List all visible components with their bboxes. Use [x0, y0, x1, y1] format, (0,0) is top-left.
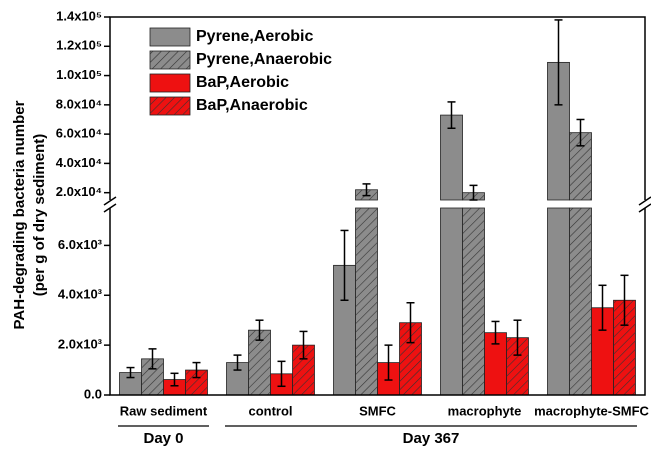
- y-tick-label: 4.0x10³: [58, 287, 103, 302]
- x-tick-label: SMFC: [359, 403, 396, 418]
- y-label: PAH-degrading bacteria number: [11, 100, 28, 329]
- break-mark: [638, 203, 651, 213]
- y-tick-label: 1.4x10⁵: [56, 8, 102, 23]
- legend-label: BaP,Aerobic: [196, 74, 289, 91]
- bar-hatch: [355, 208, 378, 395]
- y-tick-label: 2.0x10³: [58, 337, 103, 352]
- y-tick-label: 8.0x10⁴: [56, 96, 102, 111]
- y-tick-label: 2.0x10⁴: [56, 184, 102, 199]
- group-label: Day 0: [143, 430, 183, 447]
- legend-label: Pyrene,Anaerobic: [196, 51, 332, 68]
- legend-swatch: [149, 27, 191, 47]
- bar: [440, 207, 463, 396]
- legend-hatch: [150, 51, 190, 69]
- bar-hatch: [569, 132, 592, 200]
- legend-swatch: [149, 73, 191, 93]
- y-tick-label: 4.0x10⁴: [56, 155, 102, 170]
- bar-hatch: [292, 345, 315, 395]
- bar-hatch: [569, 208, 592, 395]
- y-tick-label: 1.2x10⁵: [56, 38, 102, 53]
- break-mark: [103, 196, 117, 206]
- break-mark: [103, 203, 117, 213]
- bar-hatch: [462, 208, 485, 395]
- x-tick-label: macrophyte: [448, 403, 522, 418]
- legend-hatch: [150, 97, 190, 115]
- x-tick-label: macrophyte-SMFC: [534, 403, 649, 418]
- bar-hatch: [399, 322, 422, 395]
- y-tick-label: 6.0x10³: [58, 237, 103, 252]
- y-label: (per g of dry sediment): [31, 134, 48, 297]
- x-tick-label: control: [248, 403, 292, 418]
- bar-hatch: [141, 358, 164, 395]
- y-tick-label: 1.0x10⁵: [56, 67, 102, 82]
- bar-hatch: [506, 337, 529, 395]
- y-tick-label: 0.0: [84, 386, 102, 401]
- break-mark: [638, 196, 651, 206]
- y-tick-label: 6.0x10⁴: [56, 126, 102, 141]
- x-tick-label: Raw sediment: [120, 403, 208, 418]
- legend-label: Pyrene,Aerobic: [196, 28, 313, 45]
- axis-frame: [109, 16, 646, 396]
- bar: [547, 207, 570, 396]
- bar-hatch: [613, 300, 636, 395]
- bar-hatch: [185, 370, 208, 395]
- bar-hatch: [248, 330, 271, 395]
- group-label: Day 367: [403, 430, 460, 447]
- axis-break: [105, 201, 650, 207]
- legend-label: BaP,Anaerobic: [196, 97, 308, 114]
